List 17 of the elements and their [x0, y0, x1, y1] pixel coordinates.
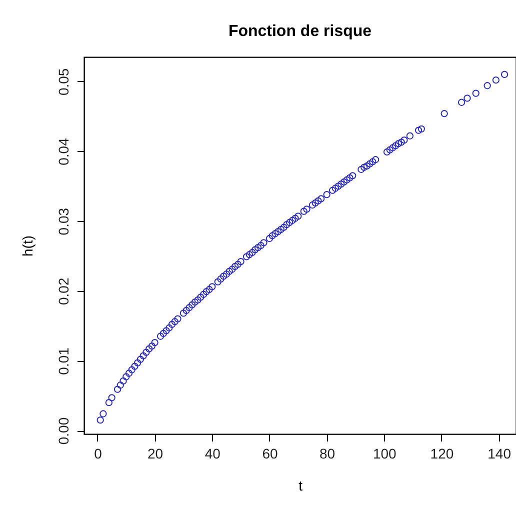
y-tick-label: 0.02: [56, 278, 72, 306]
x-tick-label: 0: [94, 446, 102, 462]
x-tick-label: 20: [148, 446, 164, 462]
y-tick-label: 0.01: [56, 347, 72, 375]
x-tick-label: 140: [488, 446, 512, 462]
x-tick-label: 100: [372, 446, 397, 462]
y-tick-label: 0.05: [56, 68, 72, 96]
x-tick-label: 40: [204, 446, 221, 462]
chart-title: Fonction de risque: [228, 23, 372, 40]
y-tick-label: 0.03: [56, 208, 72, 236]
y-tick-label: 0.00: [56, 417, 72, 445]
y-tick-label: 0.04: [56, 138, 72, 166]
x-tick-label: 120: [430, 446, 454, 462]
x-tick-label: 80: [320, 446, 336, 462]
x-axis-title: t: [298, 478, 303, 494]
x-tick-label: 60: [262, 446, 278, 462]
y-axis-title: h(t): [20, 236, 36, 256]
